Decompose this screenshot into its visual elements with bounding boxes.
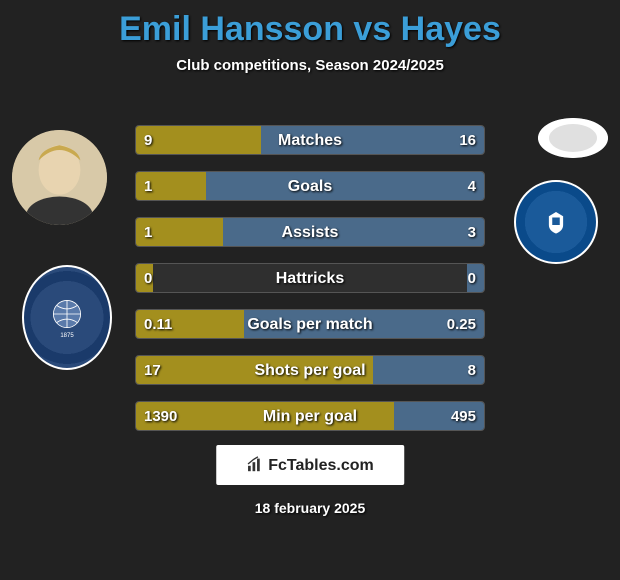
stat-value-left: 9	[136, 126, 160, 154]
stat-label: Goals	[136, 172, 484, 200]
stat-value-left: 1	[136, 172, 160, 200]
avatar-placeholder-icon	[538, 118, 608, 158]
stat-value-right: 0	[460, 264, 484, 292]
stat-label: Goals per match	[136, 310, 484, 338]
stat-label: Matches	[136, 126, 484, 154]
stat-value-right: 16	[451, 126, 484, 154]
comparison-subtitle: Club competitions, Season 2024/2025	[0, 57, 620, 74]
stat-value-right: 8	[460, 356, 484, 384]
stat-value-left: 1390	[136, 402, 185, 430]
stat-value-left: 0	[136, 264, 160, 292]
club-badge-left: 1875	[22, 265, 112, 370]
stat-label: Min per goal	[136, 402, 484, 430]
stat-value-right: 0.25	[439, 310, 484, 338]
stat-label: Assists	[136, 218, 484, 246]
stat-bars-container: 9Matches161Goals41Assists30Hattricks00.1…	[135, 125, 485, 447]
stat-row: 17Shots per goal8	[135, 355, 485, 385]
stat-label: Hattricks	[136, 264, 484, 292]
stat-value-left: 17	[136, 356, 169, 384]
stat-value-left: 0.11	[136, 310, 180, 338]
stat-value-right: 3	[460, 218, 484, 246]
stat-row: 0Hattricks0	[135, 263, 485, 293]
stat-row: 0.11Goals per match0.25	[135, 309, 485, 339]
stat-value-left: 1	[136, 218, 160, 246]
badge-left-year: 1875	[60, 333, 73, 339]
stat-value-right: 4	[460, 172, 484, 200]
branding-text: FcTables.com	[268, 457, 374, 474]
chart-icon	[246, 455, 264, 473]
player-right-avatar	[538, 118, 608, 158]
comparison-date: 18 february 2025	[255, 500, 366, 516]
comparison-title: Emil Hansson vs Hayes	[0, 0, 620, 49]
stat-row: 1Assists3	[135, 217, 485, 247]
avatar-placeholder-icon	[12, 130, 107, 225]
stat-row: 9Matches16	[135, 125, 485, 155]
branding-badge: FcTables.com	[216, 445, 404, 485]
player-left-avatar	[12, 130, 107, 225]
crest-icon	[541, 207, 571, 237]
club-badge-right	[514, 180, 598, 264]
stat-value-right: 495	[443, 402, 484, 430]
stat-row: 1390Min per goal495	[135, 401, 485, 431]
stat-row: 1Goals4	[135, 171, 485, 201]
stat-label: Shots per goal	[136, 356, 484, 384]
globe-icon	[50, 297, 84, 331]
